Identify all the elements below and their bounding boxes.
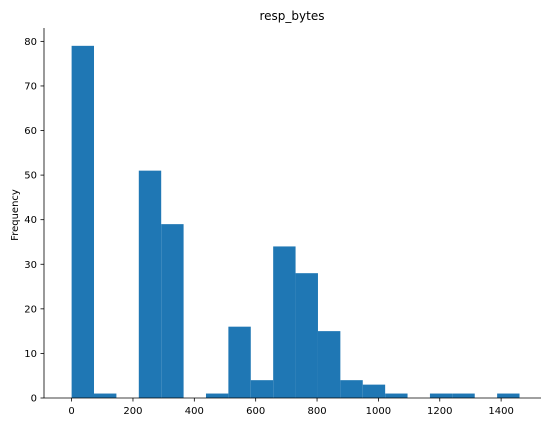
histogram-bar-16 [429, 393, 453, 398]
histogram-bar-1 [94, 393, 117, 398]
histogram-bar-11 [317, 331, 341, 398]
histogram-bar-7 [228, 326, 251, 398]
x-tick-label-1000: 1000 [366, 406, 391, 417]
x-tick-label-600: 600 [246, 406, 265, 417]
histogram-bar-3 [138, 170, 162, 398]
x-tick-label-200: 200 [123, 406, 142, 417]
chart-title: resp_bytes [260, 9, 325, 23]
histogram-bar-19 [497, 393, 520, 398]
histogram-bar-6 [205, 393, 229, 398]
y-tick-label-10: 10 [24, 349, 37, 360]
y-tick-label-40: 40 [24, 215, 37, 226]
histogram-bar-9 [273, 246, 296, 398]
y-tick-label-70: 70 [24, 81, 37, 92]
bars-group [71, 45, 520, 398]
y-tick-label-0: 0 [31, 394, 37, 405]
x-tick-label-1200: 1200 [427, 406, 452, 417]
y-tick-label-50: 50 [24, 171, 37, 182]
histogram-bar-10 [295, 273, 318, 398]
y-tick-label-60: 60 [24, 126, 37, 137]
histogram-bar-14 [385, 393, 408, 398]
y-tick-label-30: 30 [24, 260, 37, 271]
y-tick-label-20: 20 [24, 304, 37, 315]
y-axis-label: Frequency [10, 189, 21, 241]
x-tick-label-400: 400 [185, 406, 204, 417]
histogram-bar-13 [362, 384, 386, 398]
x-tick-label-800: 800 [307, 406, 326, 417]
y-tick-label-80: 80 [24, 37, 37, 48]
histogram-bar-4 [161, 224, 184, 398]
histogram-bar-8 [250, 380, 274, 398]
axes-group: 0 200 400 600 800 1000 1200 1400 0 10 20 30 40 50 60 70… [24, 28, 541, 417]
x-tick-label-0: 0 [68, 406, 74, 417]
x-tick-label-1400: 1400 [488, 406, 513, 417]
histogram-bar-0 [71, 45, 95, 398]
histogram-bar-12 [340, 380, 363, 398]
histogram-bar-17 [452, 393, 475, 398]
